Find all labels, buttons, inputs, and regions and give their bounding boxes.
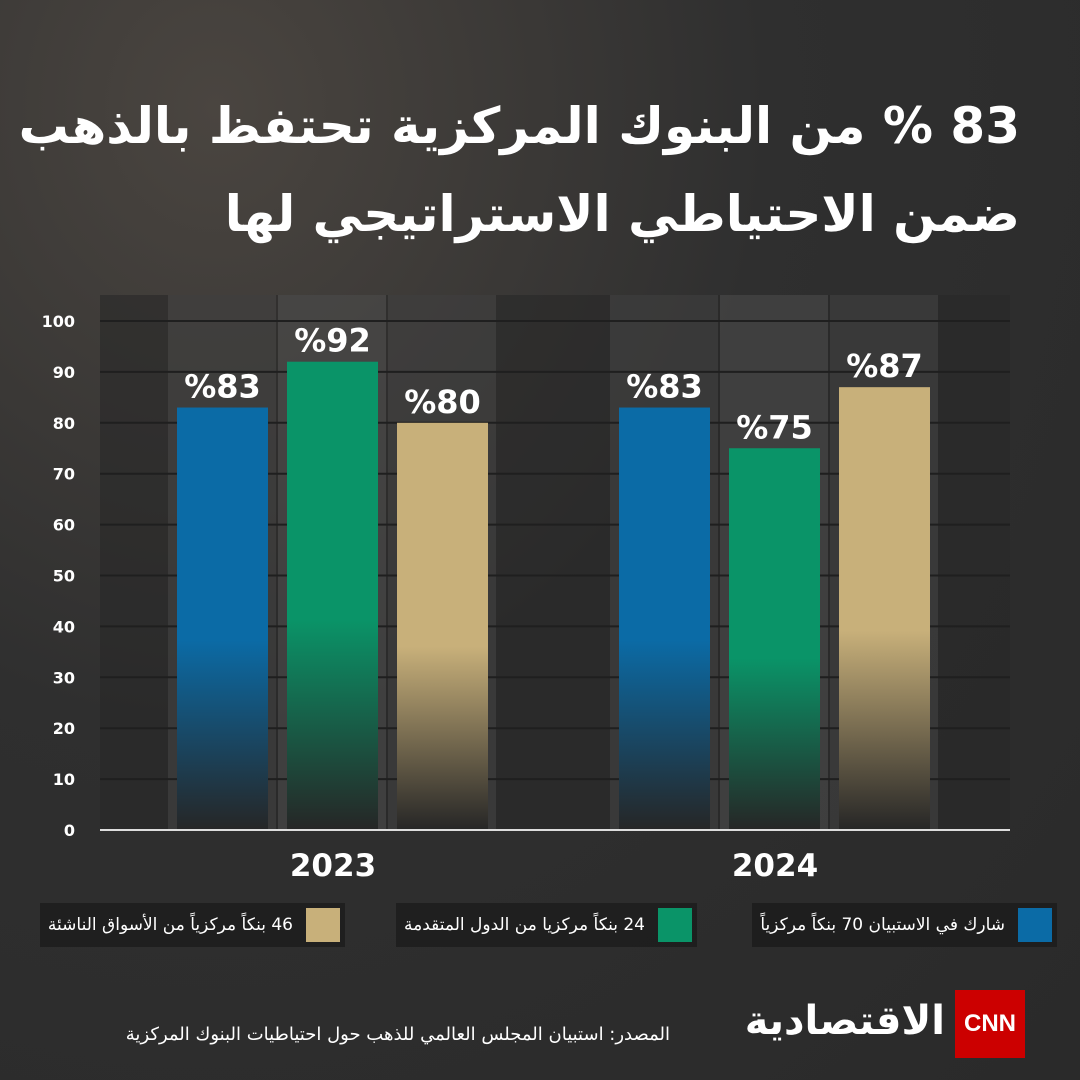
y-tick-label: 40 [53,617,75,636]
y-tick-label: 80 [53,414,75,433]
y-tick-label: 50 [53,567,75,586]
y-tick-label: 20 [53,719,75,738]
source: المصدر: استبيان المجلس العالمي للذهب حول… [125,1024,670,1045]
legend-swatch [658,908,692,942]
value-label: %80 [404,383,481,421]
legend-item: 46 بنكاً مركزياً من الأسواق الناشئة [39,903,345,947]
y-tick-label: 70 [53,465,75,484]
legend-label: 24 بنكاً مركزيا من الدول المتقدمة [404,915,645,935]
y-tick-label: 100 [42,312,75,331]
logo-brand: CNN [955,990,1025,1058]
legend-swatch [306,908,340,942]
bar [177,407,268,830]
value-label: %92 [294,322,371,360]
value-label: %75 [736,408,813,446]
logo-name: الاقتصادية [744,998,945,1044]
y-tick-label: 90 [53,363,75,382]
bar [397,422,488,830]
legend-label: 46 بنكاً مركزياً من الأسواق الناشئة [47,915,293,935]
chart-title: 83 % من البنوك المركزية تحتفظ بالذهب ضمن… [18,82,1020,258]
title-line: ضمن الاحتياطي الاستراتيجي لها [224,185,1020,243]
legend-item: شارك في الاستبيان 70 بنكاً مركزياً [752,903,1057,947]
legend-label: شارك في الاستبيان 70 بنكاً مركزياً [760,915,1005,935]
x-tick-label: 2023 [290,848,376,884]
title-line: 83 % من البنوك المركزية تحتفظ بالذهب [18,97,1020,155]
bar [839,387,930,830]
value-label: %83 [626,368,703,406]
bar [729,448,820,830]
legend-item: 24 بنكاً مركزيا من الدول المتقدمة [396,903,697,947]
y-tick-label: 10 [53,770,75,789]
legend-swatch [1018,908,1052,942]
value-label: %87 [846,347,923,385]
bar [287,361,378,830]
y-tick-label: 0 [64,821,75,840]
value-label: %83 [184,368,261,406]
bar [619,407,710,830]
y-tick-label: 30 [53,668,75,687]
y-tick-label: 60 [53,516,75,535]
x-tick-label: 2024 [732,848,818,884]
